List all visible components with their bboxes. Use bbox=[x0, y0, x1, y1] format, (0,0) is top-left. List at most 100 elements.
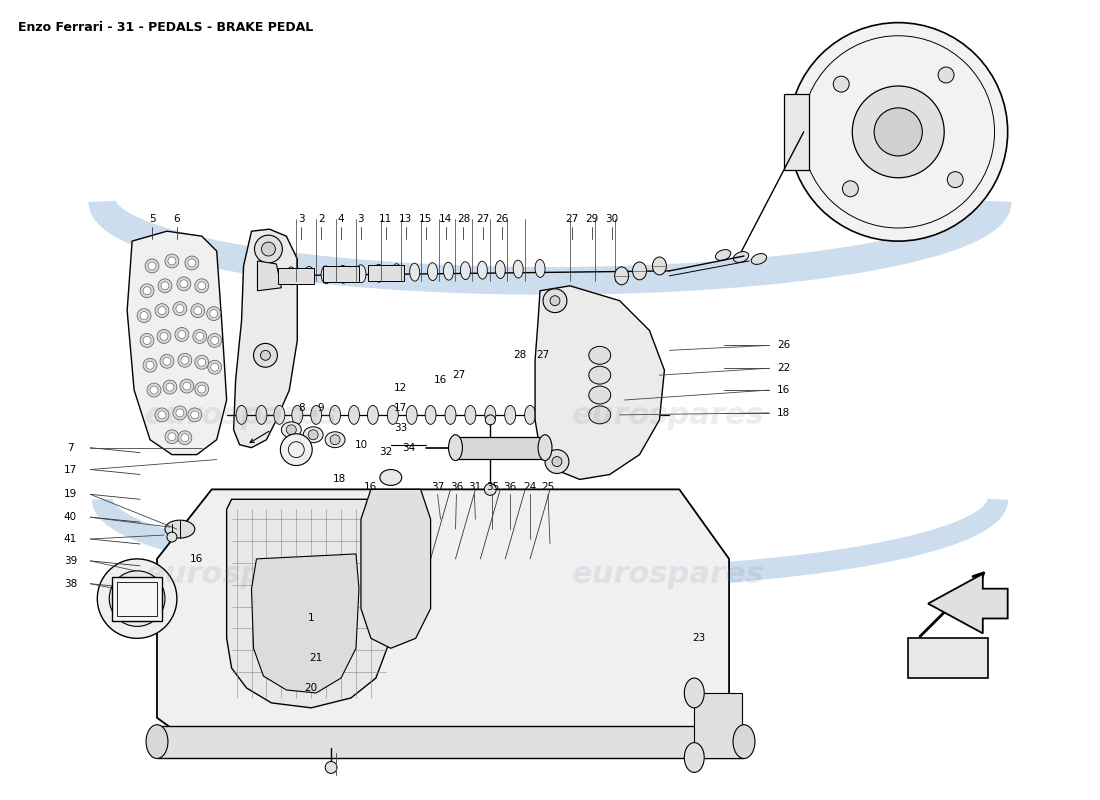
Circle shape bbox=[163, 358, 170, 366]
Text: 18: 18 bbox=[778, 408, 791, 418]
Ellipse shape bbox=[734, 252, 749, 262]
Polygon shape bbox=[928, 574, 1008, 634]
Ellipse shape bbox=[274, 406, 285, 424]
Polygon shape bbox=[361, 490, 430, 648]
Circle shape bbox=[190, 411, 199, 419]
Circle shape bbox=[173, 406, 187, 420]
Ellipse shape bbox=[733, 725, 755, 758]
Text: 18: 18 bbox=[332, 474, 345, 485]
Text: 36: 36 bbox=[504, 482, 517, 492]
Circle shape bbox=[183, 382, 190, 390]
Ellipse shape bbox=[387, 406, 398, 424]
Circle shape bbox=[198, 385, 206, 393]
Ellipse shape bbox=[256, 406, 267, 424]
Ellipse shape bbox=[495, 261, 505, 278]
Circle shape bbox=[210, 310, 218, 318]
Polygon shape bbox=[227, 499, 390, 708]
Circle shape bbox=[150, 386, 158, 394]
Circle shape bbox=[155, 408, 169, 422]
Circle shape bbox=[178, 430, 191, 445]
Text: 28: 28 bbox=[456, 214, 470, 224]
Circle shape bbox=[188, 408, 201, 422]
Circle shape bbox=[550, 296, 560, 306]
Circle shape bbox=[178, 330, 186, 338]
Ellipse shape bbox=[446, 406, 456, 424]
Circle shape bbox=[261, 350, 271, 360]
Circle shape bbox=[173, 302, 187, 315]
Circle shape bbox=[163, 380, 177, 394]
Text: 19: 19 bbox=[64, 490, 77, 499]
Circle shape bbox=[176, 305, 184, 313]
Text: 17: 17 bbox=[64, 465, 77, 474]
Ellipse shape bbox=[146, 725, 168, 758]
Circle shape bbox=[286, 425, 296, 434]
Polygon shape bbox=[323, 266, 359, 282]
Circle shape bbox=[140, 334, 154, 347]
Text: 39: 39 bbox=[64, 556, 77, 566]
Text: 10: 10 bbox=[354, 440, 367, 450]
Text: 17: 17 bbox=[394, 403, 407, 413]
Ellipse shape bbox=[349, 406, 360, 424]
Ellipse shape bbox=[425, 406, 436, 424]
Bar bbox=[455, 437, 544, 458]
Text: 40: 40 bbox=[64, 512, 77, 522]
Polygon shape bbox=[535, 286, 664, 479]
Text: 16: 16 bbox=[364, 482, 377, 492]
Ellipse shape bbox=[652, 257, 667, 275]
Ellipse shape bbox=[367, 406, 378, 424]
Ellipse shape bbox=[588, 366, 610, 384]
Circle shape bbox=[147, 383, 161, 397]
Circle shape bbox=[158, 306, 166, 314]
Text: 22: 22 bbox=[778, 363, 791, 374]
Ellipse shape bbox=[406, 406, 417, 424]
Circle shape bbox=[180, 356, 189, 364]
Text: 31: 31 bbox=[468, 482, 481, 492]
Ellipse shape bbox=[305, 266, 315, 284]
Circle shape bbox=[208, 334, 222, 347]
Circle shape bbox=[544, 450, 569, 474]
Ellipse shape bbox=[326, 432, 345, 448]
Text: 16: 16 bbox=[190, 554, 204, 564]
Ellipse shape bbox=[282, 422, 301, 438]
Text: 11: 11 bbox=[379, 214, 393, 224]
Text: 36: 36 bbox=[450, 482, 463, 492]
Ellipse shape bbox=[330, 406, 341, 424]
Circle shape bbox=[194, 306, 201, 314]
Ellipse shape bbox=[338, 266, 348, 283]
Ellipse shape bbox=[538, 434, 552, 461]
Text: 1: 1 bbox=[308, 614, 315, 623]
Text: 27: 27 bbox=[476, 214, 490, 224]
Text: 32: 32 bbox=[379, 446, 393, 457]
Circle shape bbox=[198, 282, 206, 290]
Text: 26: 26 bbox=[778, 340, 791, 350]
Circle shape bbox=[177, 277, 190, 290]
Circle shape bbox=[143, 286, 151, 294]
Text: eurospares: eurospares bbox=[572, 560, 764, 590]
Text: 3: 3 bbox=[358, 214, 364, 224]
Text: 13: 13 bbox=[399, 214, 412, 224]
Ellipse shape bbox=[374, 264, 384, 282]
Text: 35: 35 bbox=[486, 482, 499, 492]
Circle shape bbox=[155, 304, 169, 318]
Text: 33: 33 bbox=[394, 423, 407, 433]
Ellipse shape bbox=[379, 470, 401, 486]
Text: 15: 15 bbox=[419, 214, 432, 224]
Text: 12: 12 bbox=[394, 383, 407, 393]
Text: 16: 16 bbox=[778, 385, 791, 395]
Ellipse shape bbox=[409, 263, 420, 281]
Text: 7: 7 bbox=[67, 442, 74, 453]
Circle shape bbox=[178, 354, 191, 367]
Ellipse shape bbox=[588, 406, 610, 424]
Bar bbox=[112, 577, 162, 622]
Ellipse shape bbox=[715, 250, 730, 261]
Circle shape bbox=[166, 383, 174, 391]
Ellipse shape bbox=[236, 406, 248, 424]
Bar bbox=[157, 726, 744, 758]
Ellipse shape bbox=[356, 265, 366, 282]
Ellipse shape bbox=[443, 262, 453, 280]
Circle shape bbox=[180, 379, 194, 393]
Text: eurospares: eurospares bbox=[572, 402, 764, 430]
Ellipse shape bbox=[286, 267, 296, 285]
Circle shape bbox=[874, 108, 922, 156]
Text: 21: 21 bbox=[309, 653, 322, 663]
